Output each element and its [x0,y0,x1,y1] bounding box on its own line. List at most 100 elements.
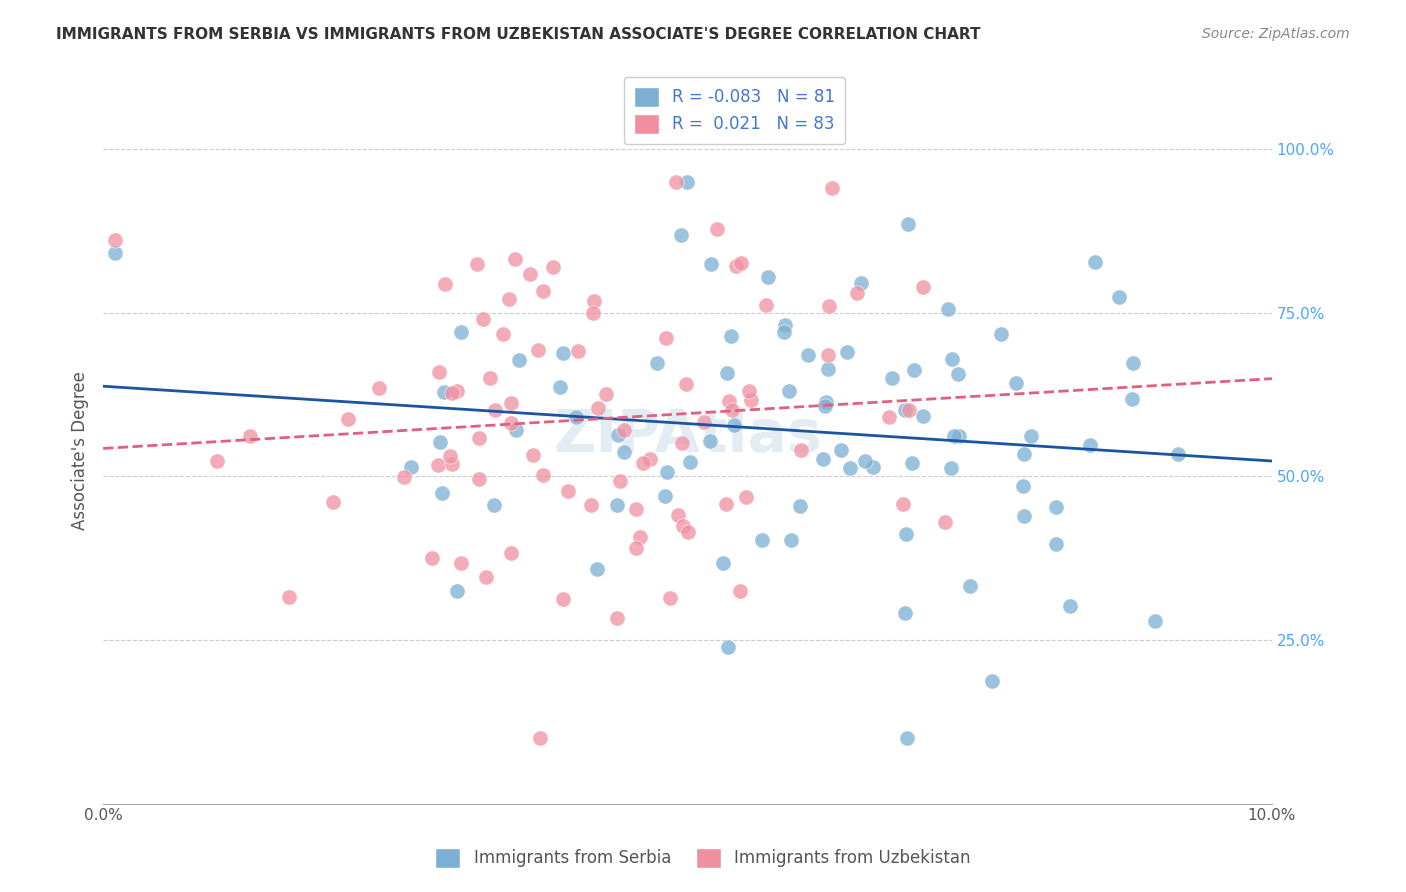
Point [894,527,917,541]
Point [429,435,451,450]
Point [434,277,457,291]
Point [567,343,589,358]
Point [941,460,963,475]
Point [1108,290,1130,304]
Point [551,346,574,360]
Point [527,343,550,357]
Point [862,460,884,475]
Point [465,257,488,271]
Point [450,325,472,339]
Point [557,483,579,498]
Point [815,394,838,409]
Point [585,561,607,575]
Point [879,410,901,425]
Point [582,293,605,308]
Point [427,458,450,473]
Point [911,279,934,293]
Point [669,228,692,243]
Point [797,348,820,362]
Point [756,269,779,284]
Point [1012,479,1035,493]
Point [676,525,699,540]
Point [672,518,695,533]
Point [541,260,564,275]
Point [830,443,852,458]
Point [613,445,636,459]
Point [1167,447,1189,461]
Point [624,501,647,516]
Point [492,326,515,341]
Point [893,403,915,417]
Point [720,329,742,343]
Point [654,489,676,503]
Point [936,301,959,316]
Point [606,498,628,512]
Point [849,276,872,290]
Point [751,533,773,547]
Text: IMMIGRANTS FROM SERBIA VS IMMIGRANTS FROM UZBEKISTAN ASSOCIATE'S DEGREE CORRELAT: IMMIGRANTS FROM SERBIA VS IMMIGRANTS FRO… [56,27,981,42]
Point [628,530,651,544]
Point [675,376,697,391]
Point [478,371,501,385]
Point [740,393,762,408]
Point [666,508,689,523]
Point [433,384,456,399]
Point [565,409,588,424]
Point [104,246,127,260]
Point [401,460,423,475]
Point [738,384,761,398]
Point [946,368,969,382]
Legend: Immigrants from Serbia, Immigrants from Uzbekistan: Immigrants from Serbia, Immigrants from … [429,841,977,875]
Point [818,299,841,313]
Point [778,384,800,399]
Point [1012,447,1035,461]
Point [814,399,837,413]
Point [671,436,693,450]
Point [934,515,956,529]
Point [439,449,461,463]
Point [657,465,679,479]
Point [468,431,491,445]
Point [446,584,468,599]
Point [1005,376,1028,390]
Text: ZIPAtlas: ZIPAtlas [553,408,823,465]
Point [450,556,472,570]
Point [1045,500,1067,515]
Point [894,606,917,620]
Point [693,416,716,430]
Point [821,180,844,194]
Point [723,417,745,432]
Point [1083,255,1105,269]
Point [845,285,868,300]
Point [1019,428,1042,442]
Point [755,298,778,312]
Point [772,325,794,339]
Point [1143,615,1166,629]
Point [440,386,463,401]
Point [838,461,860,475]
Point [835,345,858,359]
Point [897,217,920,231]
Point [529,731,551,746]
Point [624,541,647,555]
Point [897,403,920,417]
Point [508,352,530,367]
Point [730,255,752,269]
Point [613,424,636,438]
Point [880,370,903,384]
Point [474,570,496,584]
Point [943,429,966,443]
Point [959,579,981,593]
Point [790,443,813,458]
Point [609,474,631,488]
Point [901,456,924,470]
Point [645,356,668,370]
Point [499,546,522,560]
Point [664,175,686,189]
Point [420,551,443,566]
Point [468,472,491,486]
Point [912,409,935,424]
Legend: R = -0.083   N = 81, R =  0.021   N = 83: R = -0.083 N = 81, R = 0.021 N = 83 [624,77,845,144]
Point [501,416,523,430]
Point [716,366,738,380]
